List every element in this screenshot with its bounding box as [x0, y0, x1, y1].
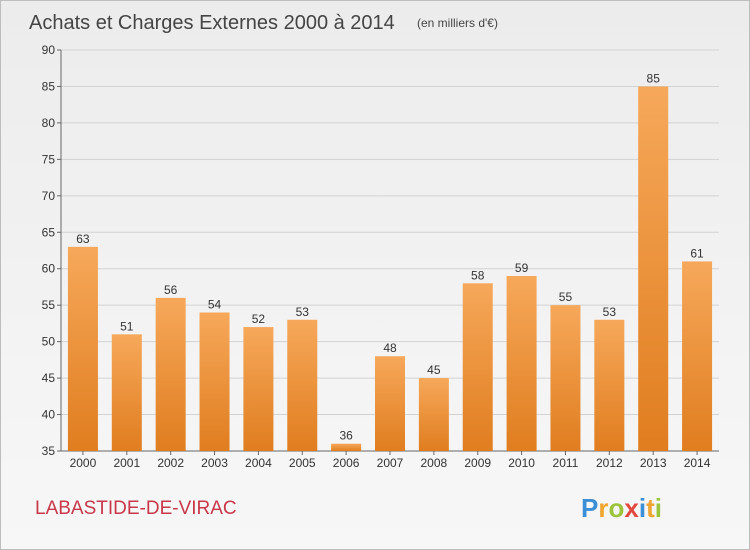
proxiti-logo: Proxiti: [581, 493, 662, 523]
data-label: 48: [383, 341, 397, 355]
x-tick-label: 2005: [289, 456, 316, 470]
y-tick-label: 50: [42, 335, 56, 349]
bar: [287, 319, 318, 451]
y-tick-label: 55: [42, 298, 56, 312]
y-tick-label: 80: [42, 116, 56, 130]
x-tick-label: 2003: [201, 456, 228, 470]
y-tick-label: 70: [42, 189, 56, 203]
bar: [375, 356, 405, 451]
bar: [243, 327, 274, 451]
bars: [67, 86, 713, 452]
x-tick-label: 2002: [157, 456, 184, 470]
value-labels: 63 51 56 54 52 53 36 48 45 58 59 55 53 85 61: [76, 71, 704, 442]
bar: [418, 378, 449, 451]
x-tick-label: 2006: [333, 456, 360, 470]
x-tick-label: 2004: [245, 456, 272, 470]
x-tick-label: 2011: [553, 456, 579, 470]
svg-text:Proxiti: Proxiti: [581, 493, 662, 523]
data-label: 85: [647, 71, 661, 85]
y-tick-label: 45: [42, 371, 56, 385]
x-tick-label: 2008: [421, 456, 448, 470]
y-tick-label: 85: [42, 79, 56, 93]
bar: [331, 443, 362, 451]
data-label: 55: [559, 290, 573, 304]
x-tick-label: 2010: [508, 456, 535, 470]
data-label: 53: [603, 305, 617, 319]
y-tick-label: 35: [42, 444, 56, 458]
y-tick-label: 65: [42, 225, 56, 239]
x-tick-label: 2012: [596, 456, 623, 470]
data-label: 54: [208, 297, 222, 311]
bar: [462, 283, 493, 451]
bar: [594, 319, 625, 451]
data-label: 59: [515, 261, 529, 275]
bar: [199, 312, 230, 451]
chart-title: Achats et Charges Externes 2000 à 2014: [29, 12, 395, 34]
x-tick-label: 2007: [377, 456, 404, 470]
bar: [111, 334, 142, 451]
x-tick-label: 2014: [684, 456, 711, 470]
y-tick-label: 40: [42, 408, 56, 422]
bar: [550, 305, 581, 451]
bar: [155, 297, 186, 451]
x-tick-label: 2013: [640, 456, 667, 470]
y-tick-label: 75: [42, 152, 56, 166]
bar: [506, 276, 537, 451]
data-label: 61: [690, 246, 704, 260]
town-name: LABASTIDE-DE-VIRAC: [35, 498, 237, 519]
data-label: 63: [76, 232, 90, 246]
x-tick-label: 2009: [464, 456, 491, 470]
data-label: 58: [471, 268, 485, 282]
y-tick-label: 90: [42, 43, 56, 57]
bar: [67, 246, 98, 451]
x-tick-label: 2001: [113, 456, 140, 470]
x-tick-label: 2000: [70, 456, 97, 470]
data-label: 53: [296, 305, 310, 319]
data-label: 56: [164, 283, 178, 297]
data-label: 51: [120, 319, 134, 333]
data-label: 36: [339, 429, 353, 443]
data-label: 52: [252, 312, 266, 326]
y-tick-label: 60: [42, 262, 56, 276]
bar: [638, 86, 669, 452]
bar: [682, 261, 713, 451]
chart-unit-label: (en milliers d'€): [417, 16, 498, 30]
data-label: 45: [427, 363, 441, 377]
